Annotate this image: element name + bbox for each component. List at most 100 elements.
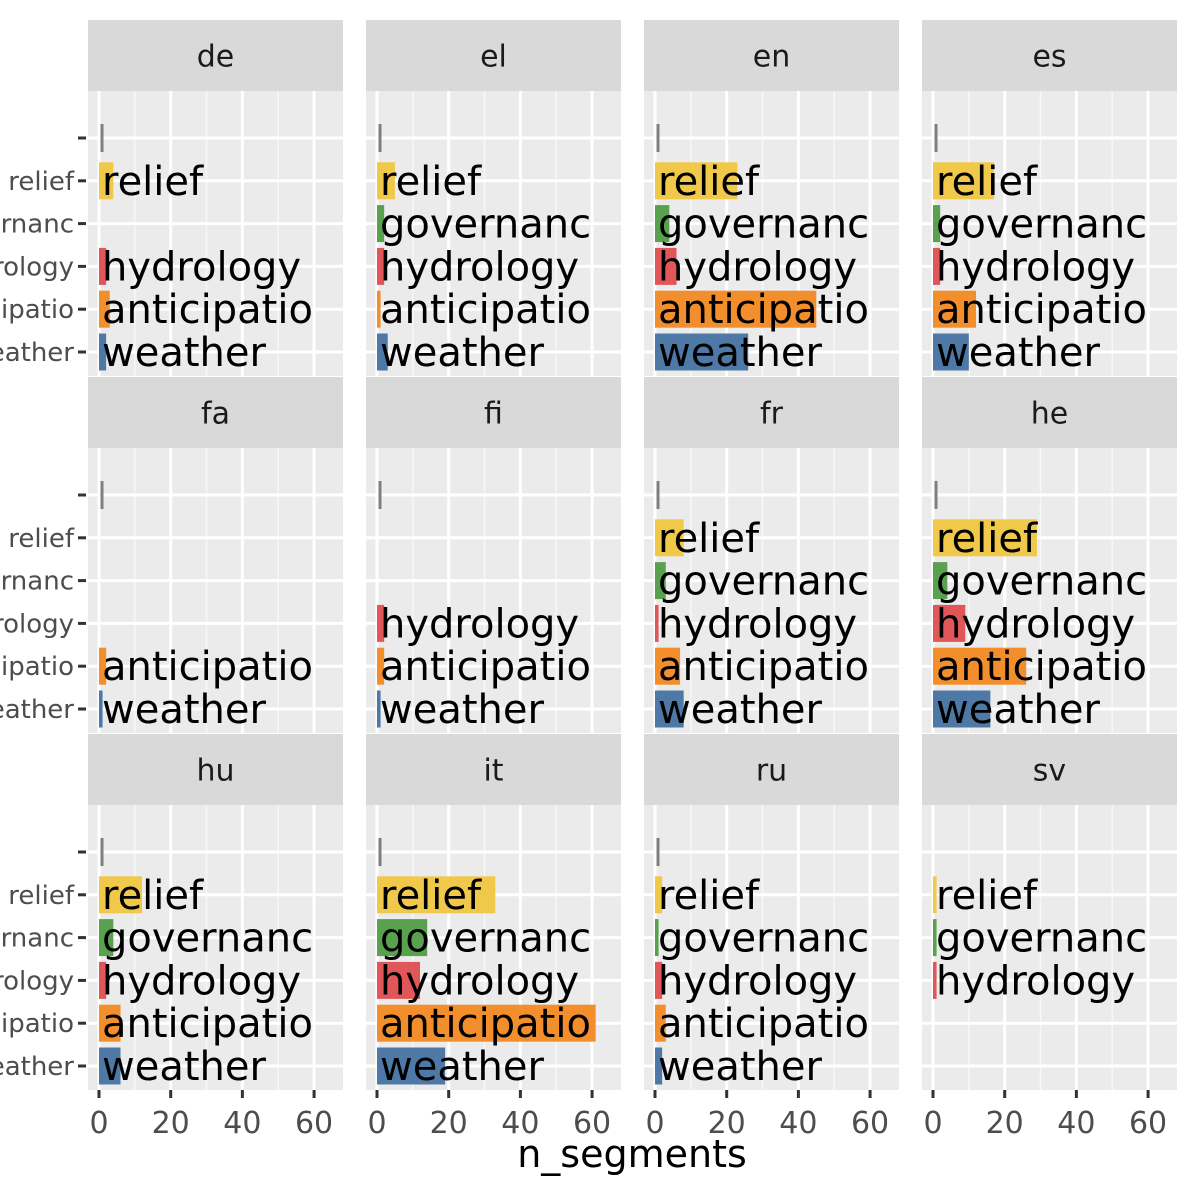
data-label: hydrology	[936, 601, 1135, 647]
facet-title: ru	[756, 754, 787, 789]
facet-title: de	[197, 40, 235, 75]
x-tick-label: 60	[851, 1106, 889, 1141]
bar	[933, 647, 1027, 685]
y-tick-label: governanc	[0, 924, 74, 954]
data-label: weather	[658, 1044, 822, 1090]
data-label: relief	[936, 873, 1038, 919]
data-label: hydrology	[658, 244, 857, 290]
facet-strip	[366, 20, 621, 91]
data-label: weather	[936, 687, 1100, 733]
data-label: anticipatio	[102, 644, 313, 690]
facet-title: fi	[484, 397, 503, 432]
facet-he: he reliefgovernanchydrologyanticipatiowea…	[922, 377, 1177, 733]
bar	[377, 205, 385, 243]
facet-title: fr	[760, 397, 784, 432]
facet-strip	[922, 734, 1177, 805]
bar	[655, 1047, 663, 1085]
bar	[655, 876, 663, 914]
bar	[933, 333, 969, 371]
y-tick-label: anticipatio	[0, 1009, 74, 1039]
bar	[377, 162, 395, 200]
data-label: governanc	[936, 916, 1147, 962]
data-label: anticipatio	[936, 287, 1147, 333]
bar	[377, 247, 385, 285]
bar	[377, 333, 388, 371]
data-label: weather	[936, 330, 1100, 376]
facet-strip	[644, 377, 899, 448]
y-tick-label: hydrology	[0, 252, 74, 282]
data-label: relief	[380, 159, 482, 205]
bar	[655, 961, 663, 999]
bar	[655, 290, 817, 328]
data-label: relief	[936, 516, 1038, 562]
bar	[655, 562, 666, 600]
data-label: anticipatio	[658, 1001, 869, 1047]
bar	[377, 290, 381, 328]
facet-hu: hu reliefgovernanchydrologyanticipatiowea…	[78, 734, 343, 1141]
data-label: anticipatio	[936, 644, 1147, 690]
bar	[933, 205, 941, 243]
data-label: weather	[380, 1044, 544, 1090]
bar	[655, 690, 684, 728]
bar	[655, 647, 681, 685]
data-label: anticipatio	[380, 287, 591, 333]
x-tick-label: 20	[430, 1106, 468, 1141]
y-tick-label: relief	[8, 524, 75, 554]
bar	[377, 876, 496, 914]
y-tick-label: relief	[8, 167, 75, 197]
data-label: relief	[658, 516, 760, 562]
bar	[933, 162, 994, 200]
facet-strip	[922, 20, 1177, 91]
data-label: hydrology	[380, 601, 579, 647]
data-label: weather	[380, 687, 544, 733]
y-tick-label: anticipatio	[0, 652, 74, 682]
y-tick-label: weather	[0, 1052, 74, 1082]
bar	[655, 604, 659, 642]
x-tick-label: 40	[223, 1106, 261, 1141]
data-label: hydrology	[658, 958, 857, 1004]
data-label: governanc	[380, 202, 591, 248]
bar	[933, 290, 977, 328]
facet-ru: ru reliefgovernanchydrologyanticipatiowea…	[644, 734, 899, 1141]
data-label: relief	[380, 873, 482, 919]
bar	[377, 1004, 596, 1042]
data-label: hydrology	[658, 601, 857, 647]
facet-el: el reliefgovernanchydrologyanticipatiowea…	[366, 20, 621, 376]
facet-title: es	[1032, 40, 1066, 75]
bar	[655, 519, 684, 557]
bar	[933, 519, 1037, 557]
bar	[377, 690, 381, 728]
data-label: hydrology	[102, 244, 301, 290]
data-label: hydrology	[380, 244, 579, 290]
y-tick-label: anticipatio	[0, 295, 74, 325]
bar	[933, 690, 991, 728]
data-label: relief	[102, 873, 204, 919]
y-tick-label: governanc	[0, 567, 74, 597]
facet-title: it	[483, 754, 503, 789]
data-label: anticipatio	[658, 287, 869, 333]
bar	[933, 247, 941, 285]
x-tick-label: 0	[367, 1106, 386, 1141]
y-tick-label: weather	[0, 338, 74, 368]
bar	[99, 1047, 121, 1085]
x-tick-label: 40	[1057, 1106, 1095, 1141]
bar	[99, 333, 107, 371]
bar	[933, 562, 948, 600]
facet-it: it reliefgovernanchydrologyanticipatiowea…	[366, 734, 621, 1141]
bar	[99, 876, 143, 914]
data-label: governanc	[658, 559, 869, 605]
facet-fr: fr reliefgovernanchydrologyanticipatiowea…	[644, 377, 899, 733]
data-label: governanc	[102, 916, 313, 962]
x-tick-label: 40	[779, 1106, 817, 1141]
x-tick-label: 0	[645, 1106, 664, 1141]
bar	[99, 647, 107, 685]
y-tick-label: relief	[8, 881, 75, 911]
bar	[933, 604, 966, 642]
facet-title: sv	[1033, 754, 1066, 789]
facet-en: en reliefgovernanchydrologyanticipatiowea…	[644, 20, 899, 376]
data-label: governanc	[936, 559, 1147, 605]
data-label: governanc	[380, 916, 591, 962]
